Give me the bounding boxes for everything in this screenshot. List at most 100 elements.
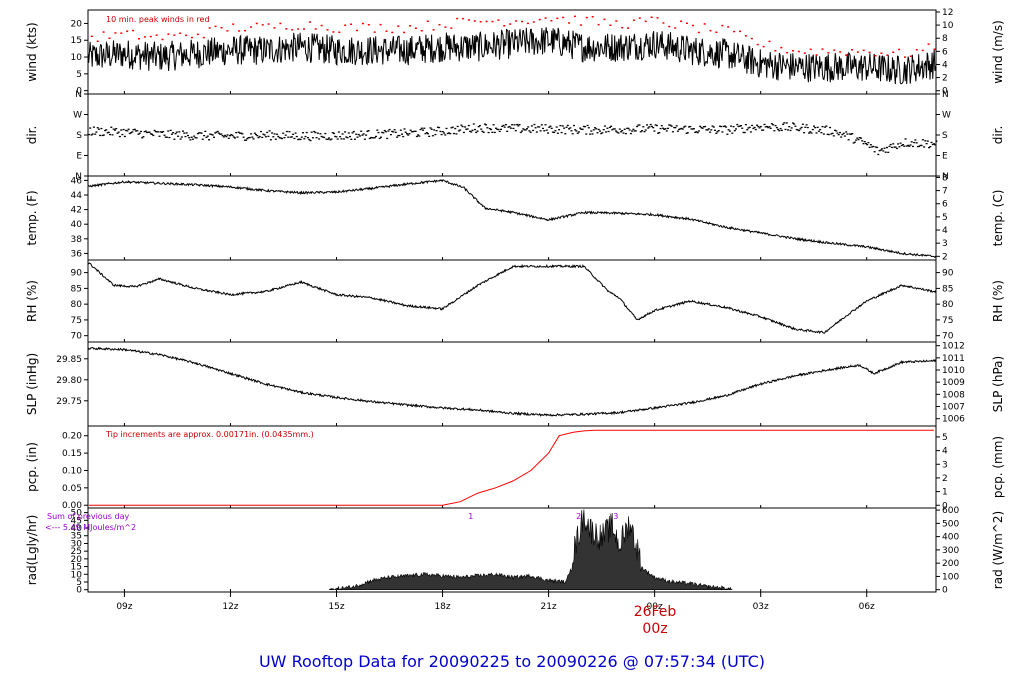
dir-point <box>246 138 249 140</box>
dir-point <box>493 131 496 134</box>
dir-point <box>585 133 588 135</box>
dir-point <box>545 129 548 131</box>
wind-right-tick-label: 6 <box>942 47 948 57</box>
x-tick-label: 06z <box>859 602 875 612</box>
wind-peak-point <box>797 50 800 53</box>
rh-left-tick-label: 90 <box>71 269 83 279</box>
dir-point <box>858 137 861 139</box>
wind-ylabel-right: wind (m/s) <box>991 20 1005 84</box>
dir-point <box>434 133 437 136</box>
dir-point <box>756 124 759 126</box>
dir-point <box>401 133 403 135</box>
dir-point <box>345 136 348 138</box>
dir-point <box>470 131 473 133</box>
dir-point <box>659 127 662 130</box>
dir-point <box>284 134 287 136</box>
dir-point <box>550 127 553 129</box>
dir-point <box>373 137 376 139</box>
dir-point <box>845 131 848 133</box>
dir-point <box>450 127 453 129</box>
rh-right-tick-label: 90 <box>942 269 954 279</box>
wind-peak-point <box>196 33 199 36</box>
dir-point <box>801 123 804 125</box>
dir-point <box>670 125 673 127</box>
dir-point <box>809 131 812 133</box>
x-tick-label: 18z <box>434 602 450 612</box>
dir-point <box>109 133 111 136</box>
dir-point <box>445 127 448 130</box>
wind-peak-point <box>391 31 394 34</box>
dir-point <box>209 133 212 135</box>
dir-point <box>824 126 827 128</box>
rad-marker-label: 1 <box>468 512 473 521</box>
dir-point <box>909 144 912 146</box>
dir-point <box>346 137 349 139</box>
dir-point <box>684 125 687 127</box>
dir-point <box>289 136 292 138</box>
rad-right-tick-label: 300 <box>942 546 959 556</box>
dir-point <box>408 133 411 135</box>
dir-point <box>539 130 542 132</box>
panel-wind: 0 5 10 15 20 0 2 4 6 8 10 12 wind (kts) wind (m/s) 10 … <box>25 8 1005 97</box>
dir-point <box>657 132 660 134</box>
dir-point <box>872 145 875 148</box>
dir-point <box>869 144 872 146</box>
dir-point <box>852 142 855 144</box>
dir-point <box>793 123 796 125</box>
wind-peak-point <box>226 30 229 32</box>
dir-point <box>871 146 874 148</box>
dir-point <box>767 126 770 129</box>
dir-point <box>472 123 475 125</box>
dir-point <box>912 145 914 148</box>
dir-point <box>565 126 568 128</box>
dir-point <box>294 132 297 134</box>
dir-point <box>331 132 334 134</box>
dir-point <box>544 124 547 126</box>
dir-point <box>216 130 219 133</box>
dir-point <box>725 126 728 128</box>
dir-point <box>102 134 105 136</box>
dir-point <box>415 135 418 138</box>
wind-peak-point <box>126 30 129 32</box>
wind-peak-point <box>556 17 559 20</box>
wind-peak-point <box>845 54 848 56</box>
dir-point <box>559 125 562 127</box>
dir-point <box>601 132 604 134</box>
wind-peak-point <box>921 49 924 52</box>
dir-point <box>274 138 277 140</box>
dir-point <box>243 139 246 141</box>
wind-peak-point <box>397 25 400 27</box>
temp-left-tick-label: 46 <box>71 176 83 186</box>
dir-point <box>749 131 752 133</box>
dir-point <box>122 128 125 131</box>
dir-point <box>770 123 773 125</box>
dir-point <box>568 128 570 130</box>
dir-point <box>873 151 876 153</box>
dir-point <box>350 138 353 140</box>
dir-point <box>893 146 896 148</box>
dir-point <box>667 127 669 129</box>
dir-point <box>804 126 807 128</box>
dir-point <box>678 128 681 131</box>
wind-peak-point <box>786 51 789 54</box>
wind-peak-point <box>851 49 853 51</box>
wind-peak-point <box>344 24 347 26</box>
wind-peak-point <box>562 16 565 19</box>
slp-right-tick-label: 1007 <box>942 403 965 413</box>
wind-peak-point <box>403 31 406 34</box>
dir-point <box>910 141 913 143</box>
dir-point <box>821 126 824 128</box>
dir-point <box>816 126 819 128</box>
dir-point <box>733 130 736 132</box>
dir-point <box>808 132 810 134</box>
dir-point <box>775 127 778 129</box>
dir-point <box>921 139 924 141</box>
dir-point <box>299 138 302 141</box>
wind-left-tick-label: 5 <box>76 70 82 80</box>
dir-point <box>511 124 514 126</box>
pcp-left-tick-label: 0.20 <box>62 432 82 442</box>
dir-point <box>95 131 98 133</box>
dir-point <box>132 129 135 131</box>
dir-point <box>465 128 468 130</box>
wind-peak-point <box>674 27 677 29</box>
